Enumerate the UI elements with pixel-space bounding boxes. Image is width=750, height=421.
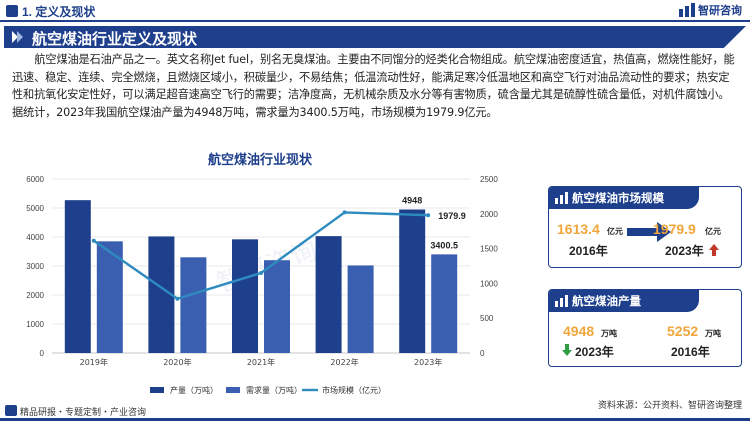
- top-divider: [0, 20, 750, 22]
- market-unit-2016: 亿元: [607, 227, 623, 236]
- production-value-2023: 4948: [563, 323, 595, 339]
- legend-swatch: [226, 387, 240, 393]
- production-value-2016: 5252: [667, 323, 699, 339]
- demand-bar: [264, 260, 290, 353]
- production-card: 航空煤油产量 4948 万吨 2023年 5252 万吨 2016年: [548, 289, 742, 367]
- section-title: 1. 定义及现状: [22, 5, 96, 19]
- market-year-2016: 2016年: [569, 244, 608, 258]
- x-tick-label: 2021年: [247, 357, 275, 367]
- arrow-right-icon: [627, 222, 671, 242]
- market-data-label: 1979.9: [438, 211, 466, 221]
- x-tick-label: 2020年: [163, 357, 191, 367]
- right-tick-label: 1000: [480, 279, 498, 288]
- production-bar: [64, 200, 91, 353]
- chart-title: 航空煤油行业现状: [207, 152, 312, 167]
- bar-chart-icon: [555, 295, 568, 307]
- left-tick-label: 6000: [26, 175, 44, 184]
- production-bar: [399, 209, 426, 353]
- banner-title: 航空煤油行业定义及现状: [32, 31, 198, 48]
- demand-bar: [347, 265, 374, 353]
- left-tick-label: 1000: [26, 320, 44, 329]
- left-tick-label: 0: [40, 349, 45, 358]
- left-tick-label: 3000: [26, 262, 44, 271]
- source-note: 资料来源：公开资料、智研咨询整理: [597, 400, 742, 410]
- banner-arrow-icon: [12, 31, 23, 43]
- bar-chart-icon: [555, 192, 568, 204]
- footer-icon: [5, 405, 17, 416]
- right-tick-label: 1500: [480, 245, 498, 254]
- logo-icon: [679, 3, 695, 17]
- market-year-2023: 2023年: [665, 244, 704, 258]
- x-tick-label: 2022年: [330, 357, 358, 367]
- right-tick-label: 2000: [480, 210, 498, 219]
- left-tick-label: 5000: [26, 204, 44, 213]
- left-tick-label: 2000: [26, 291, 44, 300]
- market-unit-2023: 亿元: [705, 227, 721, 236]
- market-value-2016: 1613.4: [557, 221, 600, 237]
- x-tick-label: 2019年: [80, 357, 108, 367]
- legend-label: 市场规模（亿元）: [322, 385, 386, 395]
- market-size-point: [342, 210, 347, 215]
- market-value-2023: 1979.9: [653, 221, 696, 237]
- card-header: 航空煤油市场规模: [549, 187, 699, 209]
- market-size-point: [259, 270, 263, 275]
- market-size-point: [91, 238, 96, 243]
- market-size-point: [175, 296, 180, 301]
- production-unit-2023: 万吨: [601, 329, 617, 338]
- demand-bar: [96, 241, 123, 353]
- legend-label: 产量（万吨）: [170, 385, 218, 395]
- demand-bar: [431, 254, 458, 353]
- section-icon: [6, 5, 18, 17]
- market-size-point: [426, 213, 431, 218]
- title-banner: 航空煤油行业定义及现状: [4, 26, 746, 48]
- combo-chart: 智研咨询010002000300040005000600005001000150…: [26, 175, 498, 395]
- card-title: 航空煤油市场规模: [572, 193, 664, 205]
- x-tick-label: 2023年: [414, 357, 442, 367]
- logo-text: 智研咨询: [698, 5, 742, 17]
- brand-logo: 智研咨询: [679, 2, 742, 18]
- production-year-2023: 2023年: [575, 345, 614, 359]
- arrow-up-icon: [709, 244, 719, 256]
- production-bar: [315, 236, 342, 353]
- card-title: 航空煤油产量: [572, 296, 641, 308]
- right-tick-label: 0: [480, 349, 485, 358]
- intro-paragraph: 航空煤油是石油产品之一。英文名称Jet fuel，别名无臭煤油。主要由不同馏分的…: [12, 53, 735, 120]
- left-tick-label: 4000: [26, 233, 44, 242]
- top-bar: 1. 定义及现状 智研咨询: [0, 0, 750, 22]
- production-unit-2016: 万吨: [705, 329, 721, 338]
- demand-bar: [180, 257, 207, 353]
- right-tick-label: 2500: [480, 175, 498, 184]
- card-header: 航空煤油产量: [549, 290, 699, 312]
- footer-tagline: 精品研报・专题定制・产业咨询: [20, 407, 147, 417]
- production-year-2016: 2016年: [671, 345, 710, 359]
- market-size-card: 航空煤油市场规模 1613.4 亿元 2016年 1979.9 亿元 2023年: [548, 186, 742, 268]
- arrow-down-icon: [562, 344, 572, 356]
- production-bar: [232, 239, 258, 353]
- production-data-label: 4948: [402, 196, 422, 206]
- legend-swatch: [150, 387, 164, 393]
- right-tick-label: 500: [480, 314, 494, 323]
- demand-data-label: 3400.5: [430, 240, 458, 250]
- legend-label: 需求量（万吨）: [246, 385, 302, 395]
- footer-divider: [0, 418, 750, 421]
